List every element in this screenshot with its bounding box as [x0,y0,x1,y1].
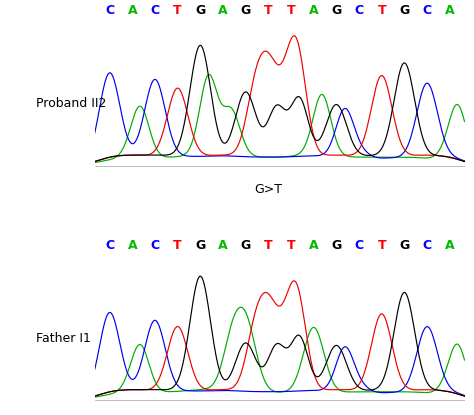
Text: C: C [422,239,432,251]
Text: A: A [218,4,228,17]
Text: C: C [355,4,364,17]
Text: G: G [331,239,341,251]
Text: G: G [331,4,341,17]
Text: A: A [218,239,228,251]
Text: T: T [264,4,273,17]
Text: A: A [445,239,455,251]
Text: G: G [399,239,410,251]
Text: G: G [240,239,251,251]
Text: T: T [377,239,386,251]
Text: C: C [150,4,160,17]
Text: C: C [105,239,114,251]
Text: T: T [287,239,295,251]
Text: C: C [150,239,160,251]
Text: C: C [355,239,364,251]
Text: G: G [195,4,205,17]
Text: A: A [445,4,455,17]
Text: Father I1: Father I1 [36,332,91,345]
Text: G: G [195,239,205,251]
Text: C: C [422,4,432,17]
Text: A: A [128,4,137,17]
Text: T: T [264,239,273,251]
Text: A: A [309,4,319,17]
Text: G: G [240,4,251,17]
Text: Proband II2: Proband II2 [36,98,106,110]
Text: T: T [173,4,182,17]
Text: A: A [128,239,137,251]
Text: C: C [105,4,114,17]
Text: G>T: G>T [255,183,283,196]
Text: T: T [173,239,182,251]
Text: A: A [309,239,319,251]
Text: G: G [399,4,410,17]
Text: T: T [287,4,295,17]
Text: T: T [377,4,386,17]
